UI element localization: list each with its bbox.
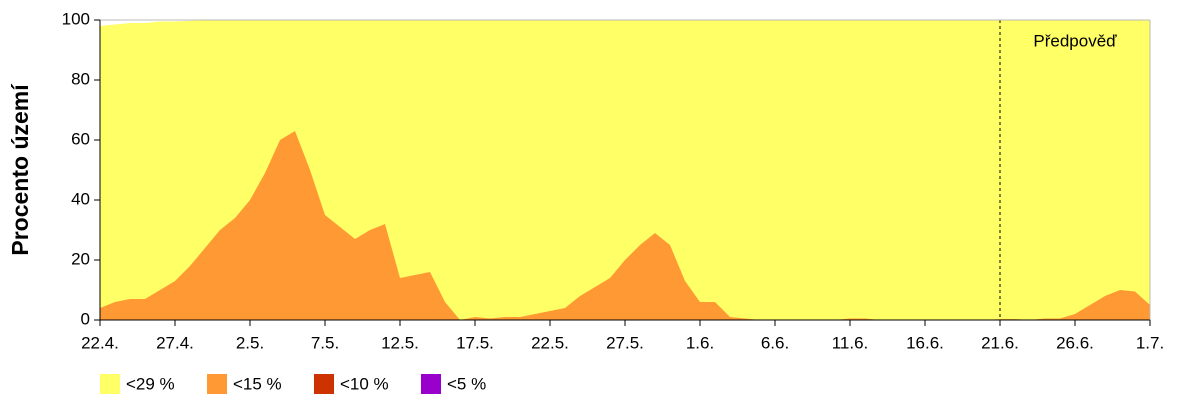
x-tick-label: 1.7. xyxy=(1136,333,1164,352)
legend-label: <29 % xyxy=(126,374,175,393)
y-tick-label: 40 xyxy=(71,189,90,208)
x-tick-label: 6.6. xyxy=(761,333,789,352)
legend-swatch xyxy=(314,374,334,394)
x-tick-label: 11.6. xyxy=(832,333,869,352)
forecast-label: Předpověď xyxy=(1033,31,1117,50)
x-tick-label: 16.6. xyxy=(906,333,944,352)
x-tick-label: 27.5. xyxy=(606,333,644,352)
x-tick-label: 2.5. xyxy=(236,333,264,352)
x-tick-label: 1.6. xyxy=(686,333,714,352)
legend-swatch xyxy=(100,374,120,394)
x-tick-label: 27.4. xyxy=(156,333,194,352)
x-tick-label: 17.5. xyxy=(456,333,494,352)
x-tick-label: 21.6. xyxy=(981,333,1019,352)
area xyxy=(100,131,1150,320)
y-axis-label: Procento území xyxy=(7,83,33,256)
legend-label: <15 % xyxy=(233,374,282,393)
y-tick-label: 100 xyxy=(62,9,90,28)
x-tick-label: 26.6. xyxy=(1056,333,1094,352)
x-tick-label: 12.5. xyxy=(381,333,419,352)
legend-label: <5 % xyxy=(447,374,486,393)
x-tick-label: 7.5. xyxy=(311,333,339,352)
x-tick-label: 22.4. xyxy=(81,333,119,352)
y-tick-label: 20 xyxy=(71,249,90,268)
y-tick-label: 80 xyxy=(71,69,90,88)
legend-swatch xyxy=(207,374,227,394)
legend-label: <10 % xyxy=(340,374,389,393)
x-tick-label: 22.5. xyxy=(531,333,569,352)
y-tick-label: 60 xyxy=(71,129,90,148)
y-tick-label: 0 xyxy=(81,309,90,328)
legend-swatch xyxy=(421,374,441,394)
